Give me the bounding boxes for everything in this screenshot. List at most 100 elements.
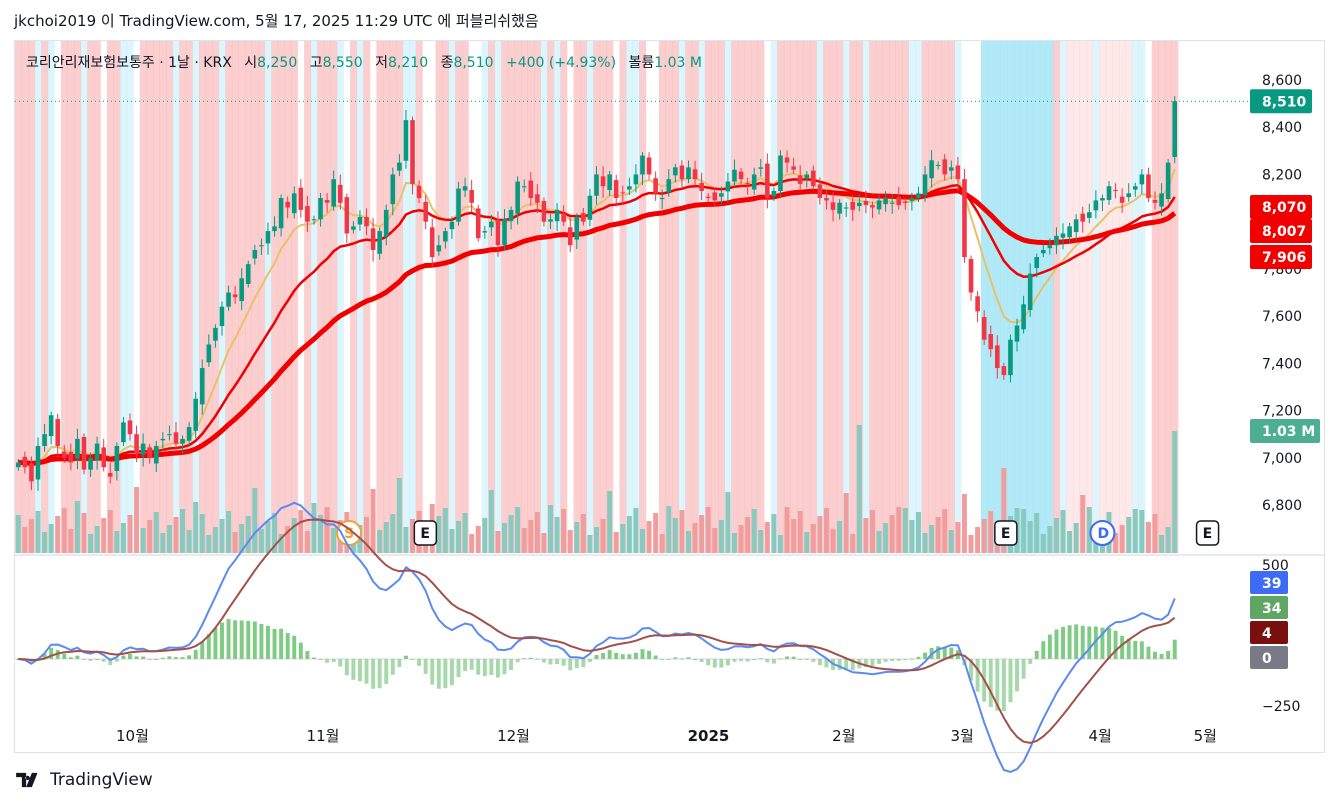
- histogram-bar: [344, 659, 349, 676]
- histogram-bar: [141, 656, 146, 659]
- publish-suffix: 에 퍼블리쉬했음: [437, 12, 539, 30]
- candle-body: [94, 443, 100, 460]
- close-label: 종: [440, 55, 454, 71]
- volume-bar: [1159, 535, 1165, 553]
- volume-bar: [265, 521, 271, 553]
- candle-body: [213, 327, 218, 341]
- background-band: [665, 41, 673, 553]
- candle-body: [469, 190, 474, 203]
- histogram-bar: [187, 655, 192, 659]
- histogram-bar: [594, 655, 599, 659]
- background-band: [47, 41, 55, 553]
- candle-body: [173, 432, 179, 444]
- volume-bar: [666, 506, 672, 553]
- candle-body: [666, 179, 672, 193]
- background-band: [829, 41, 837, 553]
- candle-body: [232, 294, 238, 298]
- histogram-bar: [666, 659, 671, 660]
- price-badge-bg: [1250, 195, 1312, 219]
- histogram-bar: [811, 659, 816, 662]
- volume-bar: [797, 511, 803, 553]
- background-band: [757, 41, 765, 553]
- ema-slow-line: [18, 188, 1177, 466]
- candle-body: [331, 179, 336, 207]
- volume-bar: [1086, 507, 1092, 553]
- candle-body: [160, 438, 166, 441]
- histogram-bar: [167, 656, 172, 659]
- histogram-bar: [640, 649, 645, 659]
- histogram-bar: [522, 658, 527, 660]
- candle-body: [35, 445, 41, 480]
- candle-body: [475, 208, 481, 239]
- histogram-bar: [325, 659, 330, 663]
- volume-bar: [442, 508, 448, 553]
- background-band: [534, 41, 542, 553]
- event-marker-earnings: E: [413, 520, 438, 546]
- histogram-bar: [587, 659, 592, 662]
- volume-bar: [1060, 510, 1066, 553]
- price-tick-label: 8,600: [1262, 73, 1302, 89]
- histogram-bar: [706, 659, 711, 666]
- background-band: [750, 41, 758, 553]
- volume-bar: [738, 525, 744, 553]
- background-band: [402, 41, 410, 553]
- change-value: +400 (+4.93%): [506, 55, 617, 71]
- candle-body: [147, 447, 152, 458]
- volume-bar: [705, 507, 711, 553]
- histogram-bar: [995, 659, 1000, 711]
- candle-body: [916, 193, 921, 199]
- volume-bar: [988, 511, 994, 553]
- background-band: [573, 41, 581, 553]
- background-band: [448, 41, 456, 553]
- macd-line: [18, 501, 1176, 773]
- symbol-name: 코리안리재보험보통주 · 1날 · KRX: [26, 55, 232, 71]
- candle-body: [1067, 226, 1072, 238]
- volume-bar: [843, 493, 849, 553]
- volume-bar: [692, 523, 698, 553]
- volume-bar: [147, 520, 153, 553]
- background-band: [494, 41, 502, 553]
- time-tick-label: 12월: [497, 727, 530, 745]
- volume-bar: [975, 527, 981, 553]
- background-band: [205, 41, 213, 553]
- macd-badge-bg: [1250, 571, 1288, 594]
- histogram-bar: [574, 659, 579, 669]
- background-band: [389, 41, 397, 553]
- candle-body: [824, 198, 829, 201]
- candle-body: [949, 167, 954, 171]
- candle-body: [114, 445, 120, 471]
- histogram-bar: [62, 653, 67, 659]
- candle-body: [1041, 250, 1046, 254]
- histogram-bar: [1061, 626, 1065, 659]
- histogram-bar: [1028, 659, 1033, 664]
- histogram-bar: [739, 659, 744, 662]
- candle-body: [1027, 273, 1033, 310]
- background-band: [770, 41, 778, 553]
- candle-body: [397, 162, 402, 171]
- background-band: [783, 41, 791, 553]
- tradingview-footer[interactable]: TradingView: [14, 770, 153, 790]
- volume-bar: [81, 513, 87, 553]
- histogram-bar: [476, 659, 481, 675]
- histogram-bar: [128, 653, 132, 659]
- volume-bar: [718, 520, 724, 553]
- histogram-bar: [206, 634, 211, 659]
- volume-bar: [508, 515, 514, 553]
- histogram-bar: [1107, 628, 1111, 659]
- volume-bar: [600, 519, 606, 553]
- background-band: [842, 41, 850, 553]
- background-band: [619, 41, 627, 553]
- price-badge: 8,070: [1250, 195, 1312, 219]
- histogram-bar: [417, 659, 422, 666]
- background-band: [1118, 41, 1126, 553]
- volume-bar: [869, 510, 875, 553]
- background-band: [921, 41, 929, 553]
- volume-bar: [28, 519, 34, 553]
- volume-bar: [883, 523, 889, 553]
- background-band: [547, 41, 555, 553]
- volume-value: 1.03 M: [654, 55, 702, 71]
- candle-body: [285, 201, 290, 208]
- volume-bar: [672, 518, 678, 553]
- volume-bar: [745, 517, 751, 553]
